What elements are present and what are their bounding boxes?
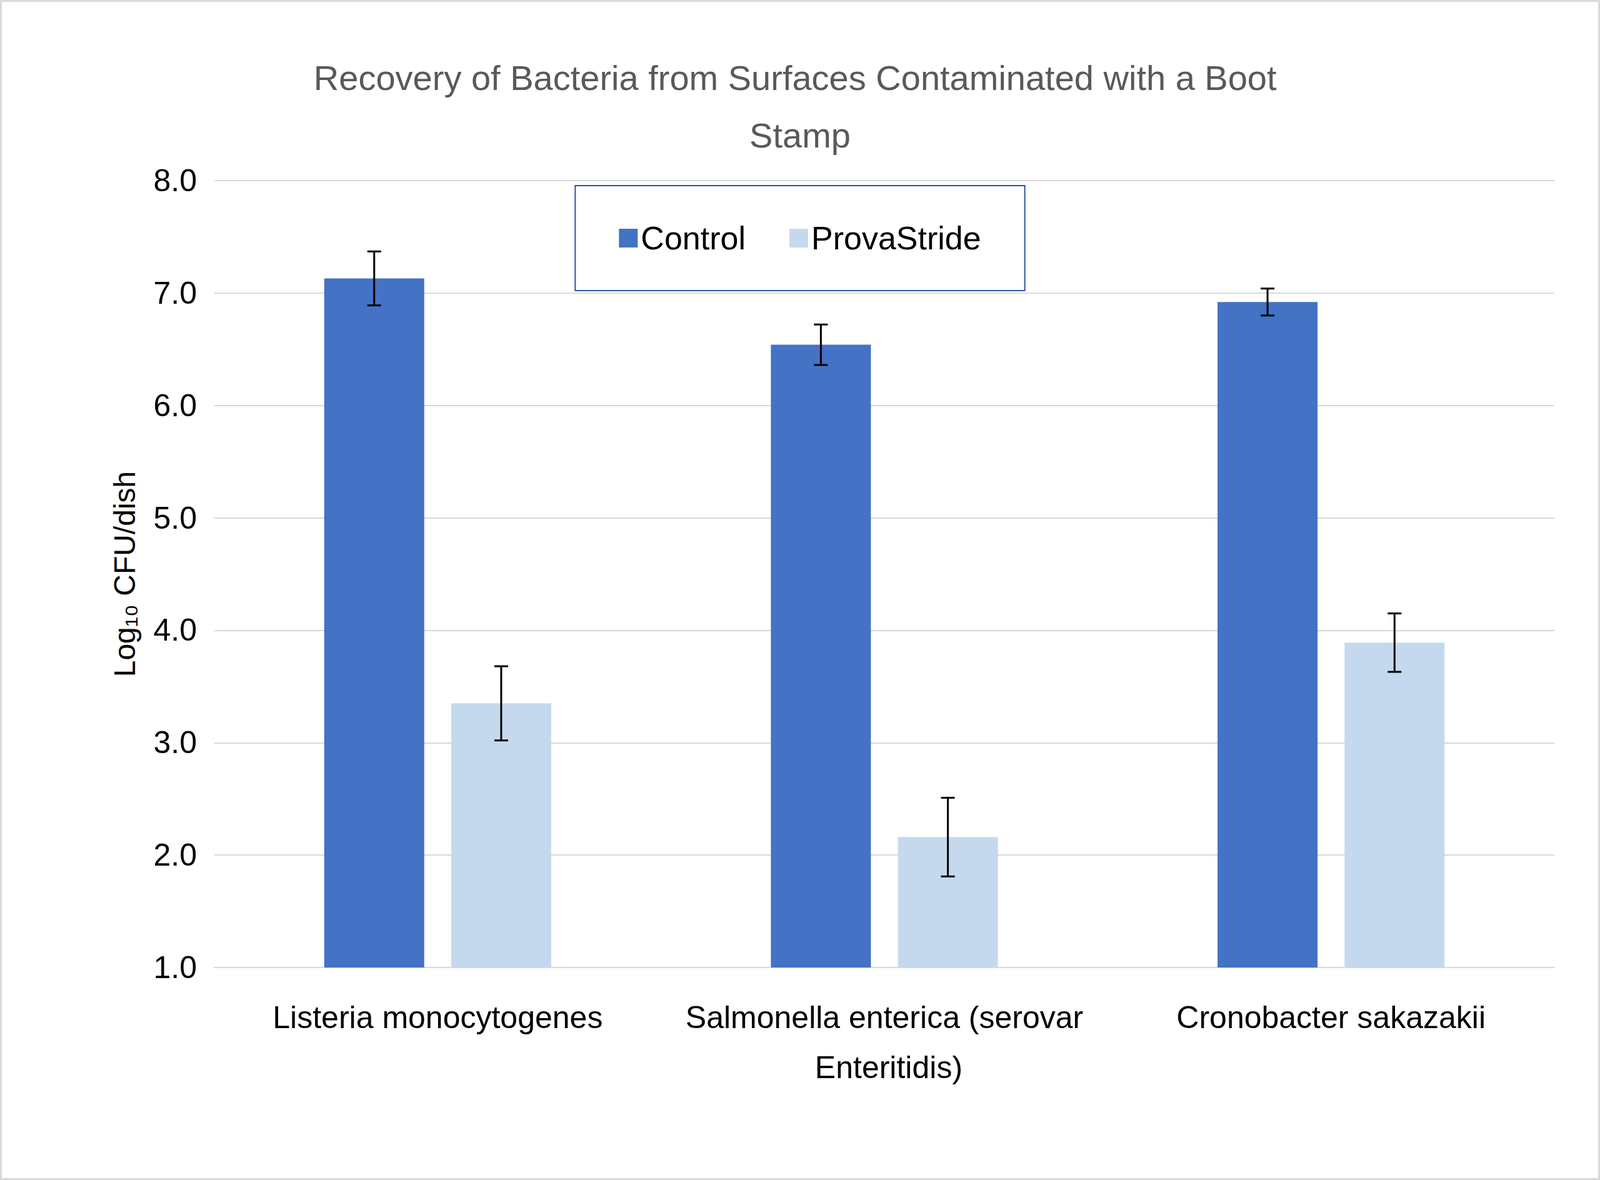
svg-text:7.0: 7.0 <box>153 275 197 311</box>
svg-text:1.0: 1.0 <box>153 950 197 985</box>
svg-text:3.0: 3.0 <box>153 725 197 760</box>
svg-text:Enteritidis): Enteritidis) <box>806 1050 963 1085</box>
svg-text:4.0: 4.0 <box>153 612 197 648</box>
svg-text:Log₁₀ CFU/dish: Log₁₀ CFU/dish <box>108 471 142 678</box>
svg-text:6.0: 6.0 <box>153 388 197 424</box>
svg-text:Control: Control <box>640 220 746 257</box>
svg-text:Recovery of Bacteria from Surf: Recovery of Bacteria from Surfaces Conta… <box>313 58 1287 98</box>
svg-text:2.0: 2.0 <box>153 837 197 873</box>
svg-text:5.0: 5.0 <box>153 500 197 536</box>
svg-text:ProvaStride: ProvaStride <box>811 220 982 257</box>
svg-text:Listeria monocytogenes: Listeria monocytogenes <box>272 1000 603 1035</box>
svg-text:Salmonella enterica (serovar: Salmonella enterica (serovar <box>685 1000 1084 1035</box>
svg-text:Cronobacter sakazakii: Cronobacter sakazakii <box>1176 1000 1486 1035</box>
svg-text:Stamp: Stamp <box>749 115 851 155</box>
svg-text:8.0: 8.0 <box>153 163 197 199</box>
